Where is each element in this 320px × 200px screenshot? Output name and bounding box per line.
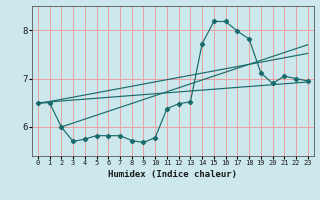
X-axis label: Humidex (Indice chaleur): Humidex (Indice chaleur): [108, 170, 237, 179]
